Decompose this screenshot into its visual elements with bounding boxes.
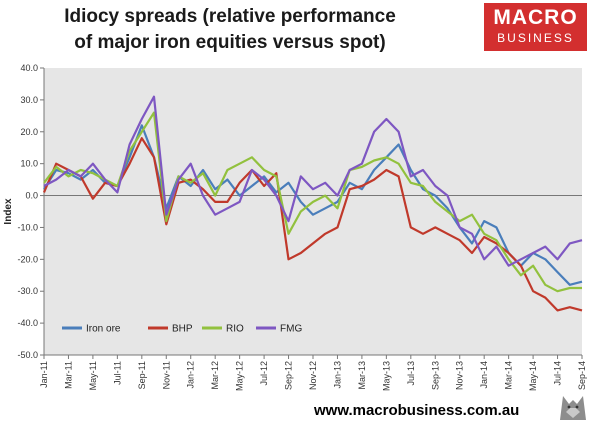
x-tick-label: Sep-11: [137, 361, 147, 389]
x-tick-label: May-11: [88, 361, 98, 390]
y-tick-label: -40.0: [17, 318, 38, 328]
y-tick-label: 0.0: [25, 191, 38, 201]
chart-title-line1: Idiocy spreads (relative performance: [64, 6, 396, 27]
legend-label: FMG: [280, 324, 302, 335]
x-tick-label: May-12: [235, 361, 245, 391]
x-tick-label: Sep-14: [577, 361, 587, 390]
y-tick-label: 30.0: [20, 95, 38, 105]
y-tick-label: -50.0: [17, 350, 38, 360]
y-tick-label: 20.0: [20, 127, 38, 137]
macrobusiness-logo: MACRO BUSINESS: [484, 3, 587, 51]
x-tick-label: Jul-14: [553, 361, 563, 386]
logo-line2: BUSINESS: [497, 31, 574, 45]
x-tick-label: Jul-13: [406, 361, 416, 386]
x-tick-label: Mar-11: [63, 361, 73, 389]
y-tick-label: -30.0: [17, 286, 38, 296]
wolf-logo-icon: [556, 390, 590, 422]
series-line-rio: [43, 111, 582, 293]
series-lines: [42, 95, 583, 312]
x-tick-label: Mar-14: [504, 361, 514, 390]
y-axis-label: Index: [3, 198, 14, 225]
x-tick-label: Mar-12: [210, 361, 220, 390]
x-tick-label: Jan-13: [332, 361, 342, 389]
legend-label: Iron ore: [86, 324, 121, 335]
x-tick-label: Sep-13: [430, 361, 440, 390]
x-tick-label: Nov-12: [308, 361, 318, 390]
x-tick-label: May-14: [528, 361, 538, 391]
y-tick-label: -20.0: [17, 254, 38, 264]
y-tick-label: 40.0: [20, 63, 38, 73]
x-tick-label: Nov-13: [455, 361, 465, 390]
x-tick-label: May-13: [381, 361, 391, 391]
y-tick-label: -10.0: [17, 222, 38, 232]
series-line-iron-ore: [43, 124, 583, 286]
chart-title-line2: of major iron equities versus spot): [74, 32, 386, 53]
x-tick-label: Jul-12: [259, 361, 269, 386]
x-axis: Jan-11 Mar-11 May-11 Jul-11 Sep-11 Nov-11 Jan-…: [39, 354, 587, 391]
series-line-fmg: [43, 95, 583, 267]
x-tick-label: Sep-12: [284, 361, 294, 390]
series-line-bhp: [42, 137, 583, 312]
x-tick-label: Jan-14: [479, 361, 489, 389]
chart-title: Idiocy spreads (relative performance of …: [40, 4, 420, 56]
x-tick-label: Jan-12: [186, 361, 196, 389]
x-tick-label: Mar-13: [357, 361, 367, 390]
x-tick-label: Nov-11: [161, 361, 171, 389]
y-tick-label: 10.0: [20, 159, 38, 169]
legend-label: RIO: [226, 324, 244, 335]
footer-url: www.macrobusiness.com.au: [314, 402, 520, 419]
x-tick-label: Jul-11: [112, 361, 122, 385]
plot-area: [44, 68, 582, 355]
x-tick-label: Jan-11: [39, 361, 49, 388]
legend-label: BHP: [172, 324, 193, 335]
y-axis: 40.0 30.0 20.0 10.0 0.0 -10.0 -20.0 -30.0 -40.0 -…: [17, 63, 45, 360]
logo-line1: MACRO: [493, 6, 578, 29]
legend: Iron ore BHP RIO FMG: [62, 324, 302, 335]
